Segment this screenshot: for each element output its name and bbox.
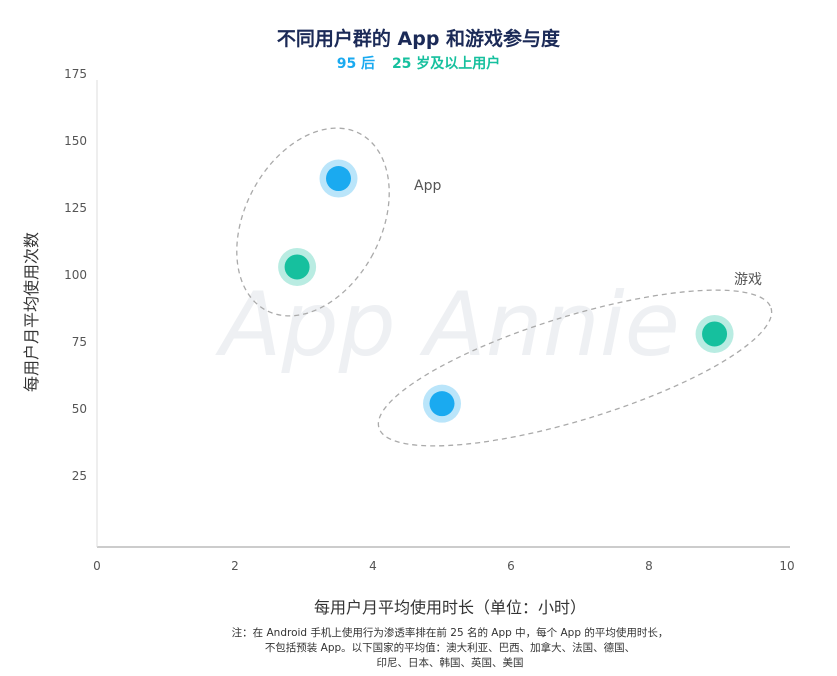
x-tick-label: 6 [507,559,515,573]
y-tick-label: 100 [64,268,87,282]
x-tick-label: 10 [779,559,794,573]
y-tick-label: 25 [72,469,87,483]
footnote-line: 印尼、日本、韩国、英国、美国 [376,657,524,669]
legend-item-25plus: 25 岁及以上用户 [391,56,501,72]
legend: 95 后 25 岁及以上用户 [0,53,837,73]
legend-item-95: 95 后 [336,56,376,72]
watermark-logo: App Annie [215,273,680,376]
y-tick-label: 125 [64,201,87,215]
annotation-game: 游戏 [734,272,762,288]
x-tick-label: 8 [645,559,653,573]
x-tick-label: 2 [231,559,239,573]
annotation-app: App [414,178,441,194]
data-point [284,254,310,280]
x-tick-label: 0 [93,559,101,573]
data-point [326,166,351,192]
y-tick-label: 150 [64,134,87,148]
footnote-line: 注：在 Android 手机上使用行为渗透率排在前 25 名的 App 中，每个… [231,627,669,639]
footnote-line: 不包括预装 App。以下国家的平均值：澳大利亚、巴西、加拿大、法国、德国、 [264,642,636,654]
game-group-ellipse [377,289,773,447]
x-axis-label: 每用户月平均使用时长（单位：小时） [313,598,586,617]
x-tick-label: 4 [369,559,377,573]
y-axis-label: 每用户月平均使用次数 [22,232,41,393]
chart-title: 不同用户群的 App 和游戏参与度 [276,28,561,50]
y-tick-label: 50 [72,402,87,416]
y-tick-label: 75 [72,335,87,349]
data-point [429,391,455,417]
app-group-ellipse [236,127,390,317]
data-point [702,321,728,347]
footnote: 注：在 Android 手机上使用行为渗透率排在前 25 名的 App 中，每个… [0,626,837,671]
y-tick-label: 175 [64,67,87,81]
